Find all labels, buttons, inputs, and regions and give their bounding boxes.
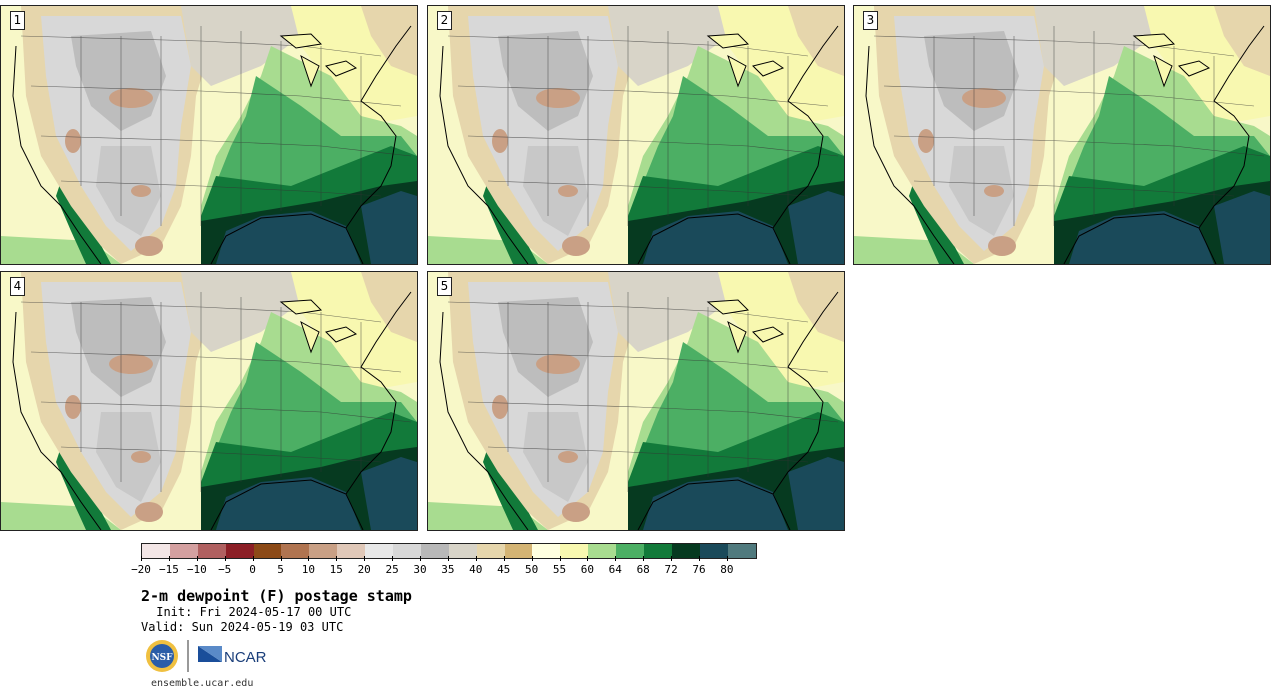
colorbar-tick-label: −15 xyxy=(158,563,179,576)
colorbar-swatch xyxy=(420,544,449,558)
colorbar-swatch xyxy=(727,544,756,558)
colorbar-tick-label: 72 xyxy=(664,563,678,576)
colorbar-tick xyxy=(447,556,449,561)
dewpoint-map-3 xyxy=(854,6,1270,264)
init-time: Init: Fri 2024-05-17 00 UTC xyxy=(149,605,352,619)
colorbar-swatch xyxy=(699,544,728,558)
colorbar-tick xyxy=(643,556,645,561)
colorbar-tick xyxy=(392,556,394,561)
postage-stamp-panel-4: 4 xyxy=(0,271,418,531)
colorbar-tick-label: 45 xyxy=(497,563,511,576)
ncar-logo-text: NCAR xyxy=(224,649,267,666)
postage-stamp-panel-5: 5 xyxy=(427,271,845,531)
colorbar-swatch xyxy=(393,544,421,558)
colorbar-tick xyxy=(168,556,170,561)
colorbar-tick-label: 80 xyxy=(720,563,734,576)
dewpoint-map-5 xyxy=(428,272,844,530)
colorbar-tick xyxy=(475,556,477,561)
colorbar-swatch xyxy=(644,544,672,558)
colorbar-swatch xyxy=(225,544,254,558)
site-url[interactable]: ensemble.ucar.edu xyxy=(151,678,254,689)
colorbar-tick-label: 30 xyxy=(413,563,427,576)
colorbar-swatch xyxy=(504,544,533,558)
colorbar-tick-label: 5 xyxy=(277,563,284,576)
colorbar-swatch xyxy=(337,544,366,558)
member-number: 4 xyxy=(10,277,25,296)
member-number: 5 xyxy=(437,277,452,296)
postage-stamp-panel-3: 3 xyxy=(853,5,1271,265)
colorbar-tick xyxy=(420,556,421,561)
colorbar-tick-label: 10 xyxy=(301,563,316,576)
colorbar-tick xyxy=(224,556,226,561)
colorbar-swatch xyxy=(616,544,645,558)
colorbar-tick xyxy=(587,556,589,561)
nsf-logo[interactable]: NSF xyxy=(146,640,178,672)
ncar-logo[interactable]: NCAR xyxy=(198,646,267,666)
colorbar-swatch xyxy=(588,544,617,558)
logos: NSF NCAR xyxy=(146,640,267,672)
colorbar-swatch xyxy=(309,544,338,558)
member-number: 3 xyxy=(863,11,878,30)
colorbar-tick xyxy=(531,556,533,561)
colorbar-tick xyxy=(699,556,700,561)
colorbar-swatch xyxy=(197,544,226,558)
colorbar-swatch xyxy=(671,544,700,558)
colorbar-swatch xyxy=(142,544,170,558)
colorbar-tick-label: 55 xyxy=(552,563,567,576)
valid-time: Valid: Sun 2024-05-19 03 UTC xyxy=(141,620,344,634)
colorbar-tick xyxy=(726,556,728,561)
colorbar-swatch xyxy=(560,544,589,558)
dewpoint-map-2 xyxy=(428,6,844,264)
colorbar-tick-label: 50 xyxy=(524,563,539,576)
colorbar-tick xyxy=(671,556,673,561)
colorbar-tick-label: 60 xyxy=(580,563,595,576)
colorbar-swatch xyxy=(476,544,505,558)
colorbar-tick xyxy=(280,556,282,561)
dewpoint-map-1 xyxy=(1,6,417,264)
postage-stamp-panel-1: 1 xyxy=(0,5,418,265)
colorbar-tick-label: 40 xyxy=(469,563,483,576)
colorbar-tick xyxy=(308,556,310,561)
colorbar-tick-label: 20 xyxy=(357,563,371,576)
colorbar-tick-label: 76 xyxy=(692,563,706,576)
postage-stamp-panel-2: 2 xyxy=(427,5,845,265)
colorbar-tick-label: 25 xyxy=(385,563,399,576)
colorbar-tick xyxy=(252,556,254,561)
colorbar-tick xyxy=(196,556,198,561)
colorbar-tick xyxy=(141,556,142,561)
colorbar-swatch xyxy=(365,544,394,558)
colorbar-swatch xyxy=(281,544,310,558)
colorbar-tick-label: 64 xyxy=(608,563,622,576)
colorbar-ticks: −20 −15 −10 −5 0 5 10 15 20 25 30 35 40 45 50 55 60 64 68 7… xyxy=(131,556,755,576)
colorbar-tick-label: −10 xyxy=(186,563,207,576)
colorbar-tick-label: 15 xyxy=(329,563,343,576)
member-number: 1 xyxy=(10,11,25,30)
nsf-logo-text: NSF xyxy=(151,653,173,663)
member-number: 2 xyxy=(437,11,452,30)
colorbar-tick-label: 0 xyxy=(249,563,256,576)
colorbar-tick-label: 68 xyxy=(636,563,650,576)
colorbar xyxy=(141,543,757,559)
page-title: 2-m dewpoint (F) postage stamp xyxy=(141,587,412,605)
colorbar-swatch xyxy=(169,544,198,558)
colorbar-tick-label: −20 xyxy=(131,563,151,576)
colorbar-tick-label: 35 xyxy=(441,563,455,576)
colorbar-tick xyxy=(336,556,338,561)
colorbar-tick-label: −5 xyxy=(218,563,232,576)
colorbar-tick xyxy=(364,556,366,561)
colorbar-swatch xyxy=(532,544,561,558)
colorbar-swatch xyxy=(253,544,282,558)
colorbar-swatch xyxy=(448,544,477,558)
colorbar-tick xyxy=(615,556,617,561)
dewpoint-map-4 xyxy=(1,272,417,530)
colorbar-tick xyxy=(559,556,561,561)
colorbar-tick xyxy=(503,556,505,561)
